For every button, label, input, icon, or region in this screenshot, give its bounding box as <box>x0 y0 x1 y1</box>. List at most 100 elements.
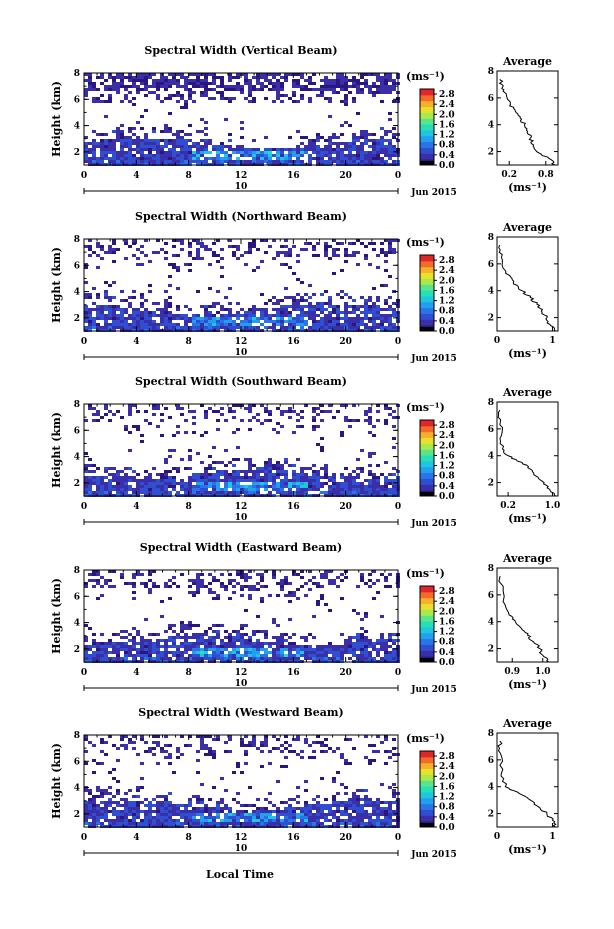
heatmap-cell <box>248 588 252 591</box>
heatmap-cell <box>112 314 116 317</box>
heatmap-cell <box>176 145 180 148</box>
heatmap-cell <box>376 88 380 91</box>
heatmap-cell <box>124 636 128 639</box>
heatmap-cell <box>352 482 356 485</box>
heatmap-cell <box>152 302 156 305</box>
heatmap-cell <box>176 91 180 94</box>
heatmap-cell <box>316 407 320 410</box>
heatmap-cell <box>340 783 344 786</box>
heatmap-cell <box>304 320 308 323</box>
heatmap-cell <box>256 654 260 657</box>
heatmap-cell <box>328 139 332 142</box>
heatmap-cell <box>320 467 324 470</box>
heatmap-cell <box>308 308 312 311</box>
heatmap-cell <box>216 813 220 816</box>
heatmap-cell <box>184 106 188 109</box>
heatmap-cell <box>296 458 300 461</box>
heatmap-cell <box>100 479 104 482</box>
heatmap-cell <box>356 476 360 479</box>
heatmap-cell <box>316 157 320 160</box>
heatmap-cell <box>228 597 232 600</box>
heatmap-cell <box>384 314 388 317</box>
heatmap-cell <box>284 239 288 242</box>
heatmap-cell <box>112 130 116 133</box>
heatmap-cell <box>164 242 168 245</box>
heatmap-cell <box>164 798 168 801</box>
heatmap-cell <box>216 470 220 473</box>
heatmap-cell <box>356 801 360 804</box>
heatmap-cell <box>384 85 388 88</box>
heatmap-cell <box>384 648 388 651</box>
heatmap-cell <box>224 645 228 648</box>
heatmap-cell <box>200 434 204 437</box>
heatmap-cell <box>268 819 272 822</box>
heatmap-cell <box>96 570 100 573</box>
heatmap-cell <box>392 326 396 329</box>
heatmap-cell <box>152 323 156 326</box>
heatmap-cell <box>356 239 360 242</box>
colorbar-tick-label: 0.0 <box>439 658 455 668</box>
heatmap-cell <box>224 741 228 744</box>
heatmap-cell <box>340 822 344 825</box>
heatmap-cell <box>228 639 232 642</box>
heatmap-cell <box>296 645 300 648</box>
heatmap-cell <box>296 73 300 76</box>
colorbar-swatch <box>420 425 434 433</box>
heatmap-cell <box>388 118 392 121</box>
heatmap-cell <box>388 157 392 160</box>
heatmap-cell <box>148 160 152 163</box>
heatmap-cell <box>388 251 392 254</box>
heatmap-cell <box>296 786 300 789</box>
heatmap-cell <box>204 157 208 160</box>
heatmap-cell <box>232 630 236 633</box>
heatmap-cell <box>260 573 264 576</box>
heatmap-cell <box>288 160 292 163</box>
heatmap-cell <box>228 133 232 136</box>
heatmap-cell <box>128 807 132 810</box>
heatmap-cell <box>384 317 388 320</box>
heatmap-cell <box>300 816 304 819</box>
heatmap-cell <box>136 263 140 266</box>
colorbar-swatch <box>420 615 434 622</box>
heatmap-cell <box>164 97 168 100</box>
heatmap-cell <box>152 741 156 744</box>
y-tick-label: 2 <box>74 148 80 158</box>
heatmap-cell <box>208 479 212 482</box>
heatmap-cell <box>96 242 100 245</box>
heatmap-cell <box>204 804 208 807</box>
heatmap-cell <box>212 305 216 308</box>
heatmap-cell <box>164 317 168 320</box>
heatmap-cell <box>200 79 204 82</box>
heatmap-cell <box>92 482 96 485</box>
heatmap-cell <box>392 145 396 148</box>
heatmap-cell <box>120 151 124 154</box>
heatmap-cell <box>156 762 160 765</box>
heatmap-cell <box>136 76 140 79</box>
heatmap-cell <box>204 630 208 633</box>
x-tick-label: 8 <box>186 337 192 347</box>
heatmap-cell <box>336 311 340 314</box>
heatmap-cell <box>144 299 148 302</box>
heatmap-cell <box>344 807 348 810</box>
heatmap-cell <box>208 314 212 317</box>
heatmap-cell <box>340 124 344 127</box>
heatmap-cell <box>320 85 324 88</box>
heatmap-cell <box>352 254 356 257</box>
heatmap-cell <box>344 148 348 151</box>
heatmap-cell <box>84 326 88 329</box>
x-tick-label: 4 <box>133 502 139 512</box>
heatmap-cell <box>232 657 236 660</box>
heatmap-cell <box>164 582 168 585</box>
heatmap-cell <box>324 145 328 148</box>
heatmap-cell <box>344 804 348 807</box>
heatmap-cell <box>132 801 136 804</box>
heatmap-cell <box>316 807 320 810</box>
heatmap-cell <box>116 819 120 822</box>
heatmap-cell <box>228 813 232 816</box>
heatmap-cell <box>164 82 168 85</box>
heatmap-cell <box>128 326 132 329</box>
heatmap-cell <box>288 254 292 257</box>
heatmap-cell <box>216 151 220 154</box>
heatmap-cell <box>260 467 264 470</box>
heatmap-cell <box>292 810 296 813</box>
